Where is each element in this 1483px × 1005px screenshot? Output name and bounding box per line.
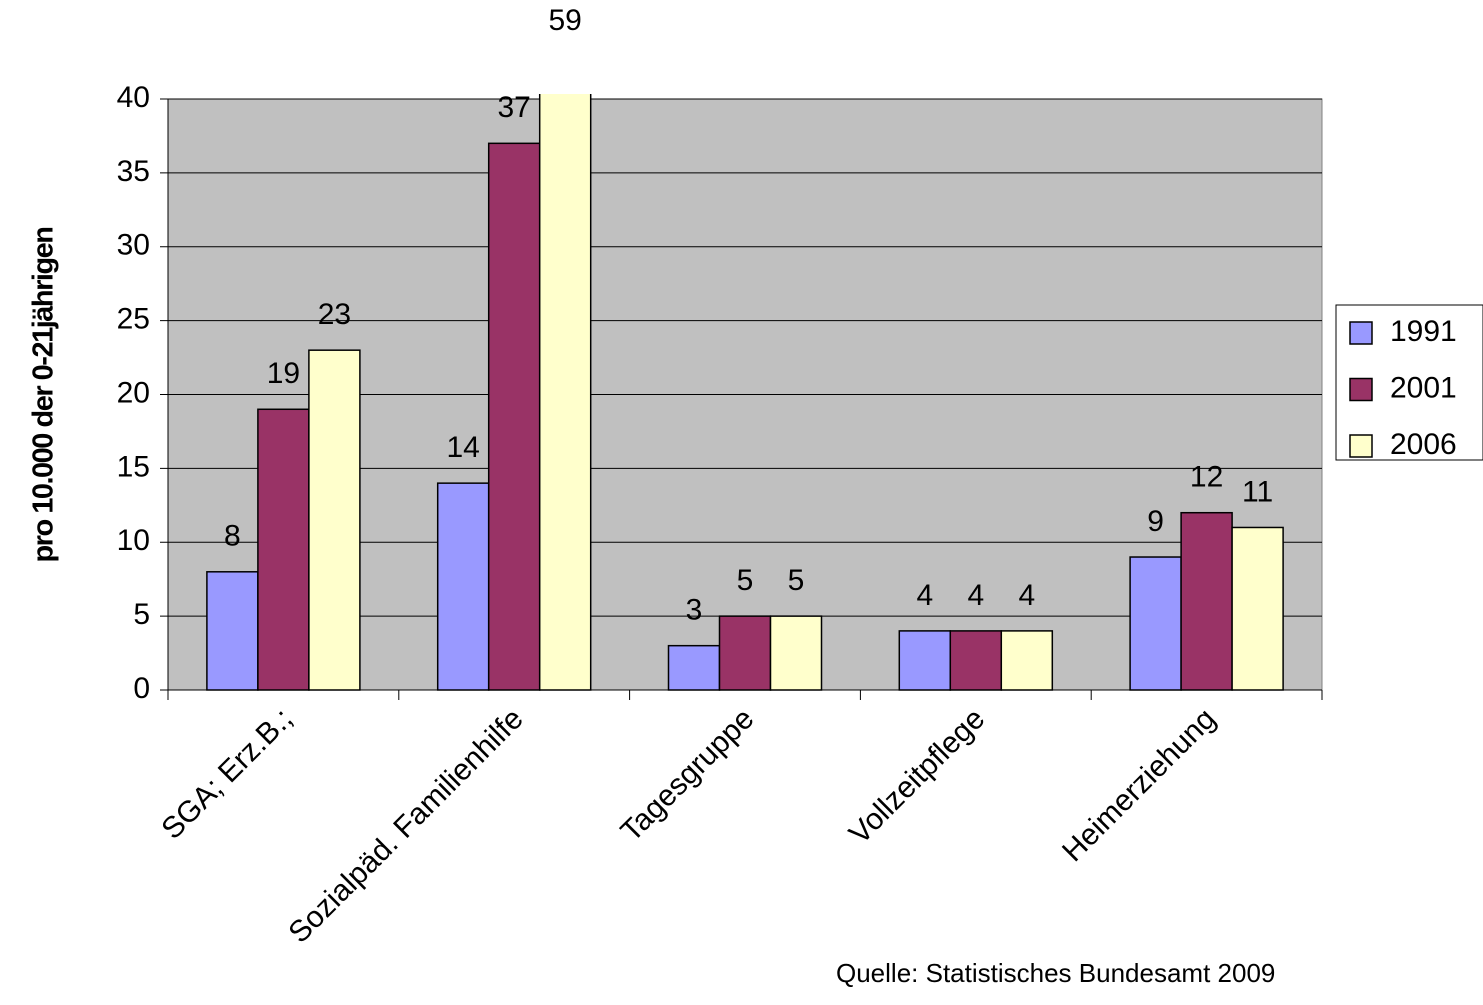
- bar: [487, 142, 541, 691]
- bar: [1129, 556, 1182, 691]
- value-label: 9: [1147, 505, 1164, 538]
- bar: [308, 349, 361, 691]
- value-label: 37: [498, 91, 531, 124]
- y-axis-title: pro 10.000 der 0-21jährigen: [28, 227, 60, 562]
- value-label: 4: [916, 579, 933, 612]
- value-label: 5: [788, 564, 805, 597]
- x-tick-label: Sozialpäd. Familienhilfe: [282, 702, 529, 949]
- legend-label: 2001: [1390, 371, 1457, 404]
- value-label: 5: [737, 564, 754, 597]
- value-label: 19: [267, 357, 300, 390]
- bar: [1180, 511, 1233, 691]
- y-tick-label: 40: [117, 81, 150, 114]
- y-tick-label: 15: [117, 450, 150, 483]
- value-label: 4: [967, 579, 984, 612]
- x-tick-label: SGA; Erz.B.;: [155, 702, 299, 846]
- bar: [667, 644, 721, 691]
- y-tick-label: 20: [117, 376, 150, 409]
- bar: [436, 482, 490, 691]
- bar: [898, 630, 952, 691]
- legend-swatch: [1349, 434, 1373, 458]
- y-tick-label: 10: [117, 524, 150, 557]
- y-tick-label: 5: [133, 598, 150, 631]
- value-label: 8: [224, 520, 241, 553]
- bar: [206, 571, 259, 691]
- source-note: Quelle: Statistisches Bundesamt 2009: [836, 958, 1275, 988]
- y-tick-label: 0: [133, 672, 150, 705]
- value-label: 23: [318, 298, 351, 331]
- bar: [769, 615, 823, 691]
- bar: [538, 94, 592, 691]
- value-label: 59: [549, 4, 582, 37]
- legend-swatch: [1349, 321, 1373, 345]
- x-tick-label: Tagesgruppe: [615, 702, 761, 848]
- value-label: 4: [1018, 579, 1035, 612]
- value-label: 14: [447, 431, 480, 464]
- legend-label: 2006: [1390, 428, 1457, 461]
- y-tick-label: 25: [117, 303, 150, 336]
- bar: [1000, 630, 1054, 691]
- x-tick-label: Heimerziehung: [1056, 702, 1222, 868]
- bar: [949, 630, 1003, 691]
- bar: [718, 615, 772, 691]
- value-label: 3: [686, 594, 703, 627]
- bars: [206, 94, 1284, 691]
- y-tick-label: 30: [117, 229, 150, 262]
- bar: [1231, 526, 1284, 691]
- bar: [257, 408, 310, 691]
- legend-label: 1991: [1390, 315, 1457, 348]
- value-label: 12: [1190, 461, 1223, 494]
- y-tick-label: 35: [117, 155, 150, 188]
- legend-swatch: [1349, 377, 1373, 402]
- x-tick-label: Vollzeitpflege: [843, 702, 991, 850]
- value-label: 11: [1242, 475, 1273, 508]
